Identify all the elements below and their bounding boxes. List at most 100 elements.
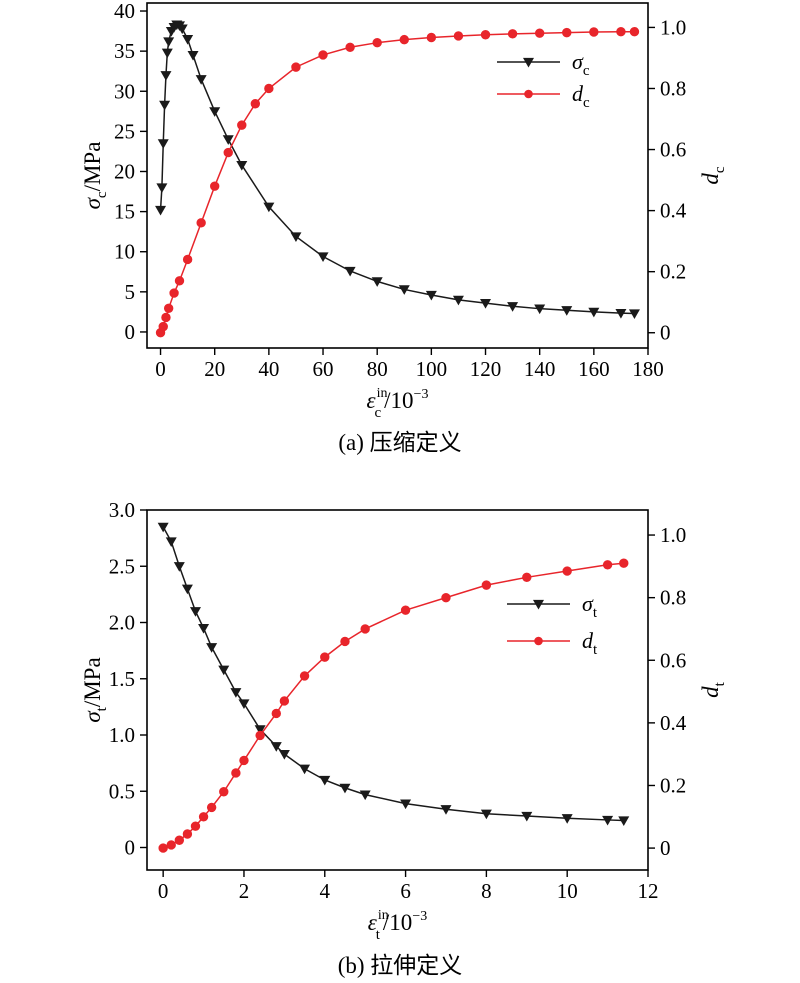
data-point-circle	[210, 181, 220, 191]
x-tick-label: 80	[367, 357, 388, 381]
data-point-triangle	[615, 308, 627, 319]
series-line	[162, 562, 624, 849]
data-point-circle	[589, 27, 599, 37]
data-point-circle	[264, 83, 274, 94]
data-point-circle	[169, 288, 179, 298]
data-point-circle	[534, 28, 545, 38]
legend-label: σc	[572, 49, 590, 79]
data-point-triangle	[165, 537, 177, 547]
legend-marker	[523, 57, 534, 68]
data-point-circle	[619, 558, 629, 568]
x-tick-label: 8	[481, 879, 492, 903]
data-point-triangle	[159, 100, 171, 111]
data-point-triangle	[157, 139, 169, 149]
figure-caption: (a) 压缩定义	[338, 430, 461, 455]
data-point-circle	[441, 592, 451, 603]
y-right-axis-label: dc	[698, 166, 728, 185]
data-point-triangle	[425, 290, 437, 301]
y-right-tick-label: 0.4	[660, 711, 687, 735]
y-right-tick-label: 0.6	[660, 138, 686, 162]
data-point-circle	[161, 312, 171, 323]
data-point-triangle	[230, 688, 242, 698]
chart-b: 0 2 4 6 8 10 1200.51.01.52.02.53.000.20.40.60.…	[80, 498, 728, 978]
data-point-triangle	[189, 607, 201, 617]
y-left-tick-label: 3.0	[109, 498, 135, 522]
data-point-circle	[158, 843, 168, 853]
data-point-triangle	[182, 34, 194, 45]
y-right-tick-label: 0.2	[660, 260, 686, 284]
data-point-triangle	[236, 160, 248, 171]
data-point-triangle	[181, 584, 193, 595]
data-point-triangle	[218, 665, 230, 676]
legend-marker	[533, 599, 544, 610]
legend-label: dc	[572, 81, 590, 111]
data-point-circle	[182, 254, 193, 265]
data-point-triangle	[209, 107, 221, 117]
plot-frame	[146, 509, 649, 871]
series-line	[162, 526, 624, 822]
data-point-triangle	[254, 725, 266, 735]
data-point-circle	[299, 671, 310, 681]
data-point-circle	[522, 572, 532, 583]
data-point-triangle	[521, 811, 533, 822]
x-tick-label: 120	[470, 357, 502, 381]
x-tick-label: 40	[258, 357, 279, 381]
data-point-circle	[318, 50, 328, 60]
x-tick-label: 20	[204, 357, 225, 381]
data-point-triangle	[480, 809, 492, 820]
data-point-circle	[562, 566, 572, 576]
data-point-circle	[163, 303, 174, 314]
y-right-tick-label: 0.6	[660, 648, 686, 672]
data-point-circle	[198, 812, 209, 822]
data-point-circle	[271, 708, 281, 719]
data-point-triangle	[371, 277, 383, 287]
y-left-tick-label: 0	[125, 836, 136, 860]
data-point-triangle	[628, 309, 640, 319]
data-point-circle	[320, 652, 330, 662]
series-t-sigma	[157, 522, 630, 826]
data-point-circle	[206, 802, 217, 813]
y-left-tick-label: 5	[125, 280, 136, 304]
series-c-d	[155, 26, 640, 338]
x-tick-label: 2	[239, 879, 250, 903]
y-left-tick-label: 2.5	[109, 554, 135, 578]
y-left-axis-label: σc/MPa	[80, 142, 110, 210]
y-right-tick-label: 0.8	[660, 76, 686, 100]
data-point-circle	[345, 42, 355, 52]
data-point-circle	[360, 624, 370, 634]
data-point-circle	[223, 147, 233, 158]
data-point-circle	[372, 37, 382, 48]
data-point-circle	[174, 835, 185, 845]
data-point-circle	[237, 120, 247, 130]
data-point-triangle	[299, 764, 311, 775]
data-point-triangle	[263, 202, 275, 213]
data-point-circle	[255, 730, 265, 741]
data-point-circle	[190, 821, 201, 831]
data-point-circle	[480, 30, 491, 40]
data-point-circle	[453, 31, 464, 41]
data-point-circle	[250, 99, 261, 109]
data-point-triangle	[339, 783, 351, 794]
data-point-circle	[291, 62, 301, 72]
x-tick-label: 180	[632, 357, 664, 381]
data-point-triangle	[160, 71, 172, 81]
y-left-tick-label: 1.0	[109, 723, 135, 747]
data-point-triangle	[157, 522, 169, 533]
data-point-triangle	[155, 205, 167, 216]
x-tick-label: 140	[524, 357, 556, 381]
data-point-triangle	[187, 51, 199, 61]
data-point-triangle	[452, 295, 464, 306]
legend-marker	[524, 89, 533, 99]
y-left-tick-label: 40	[114, 0, 135, 23]
y-left-tick-label: 10	[114, 240, 135, 264]
data-point-circle	[507, 29, 518, 39]
x-tick-label: 10	[557, 879, 578, 903]
data-point-triangle	[561, 814, 573, 824]
data-point-triangle	[156, 183, 168, 194]
data-point-triangle	[602, 815, 614, 826]
y-right-tick-label: 1.0	[660, 15, 686, 39]
figure-caption: (b) 拉伸定义	[338, 953, 463, 978]
y-left-axis-label: σt/MPa	[80, 657, 110, 722]
